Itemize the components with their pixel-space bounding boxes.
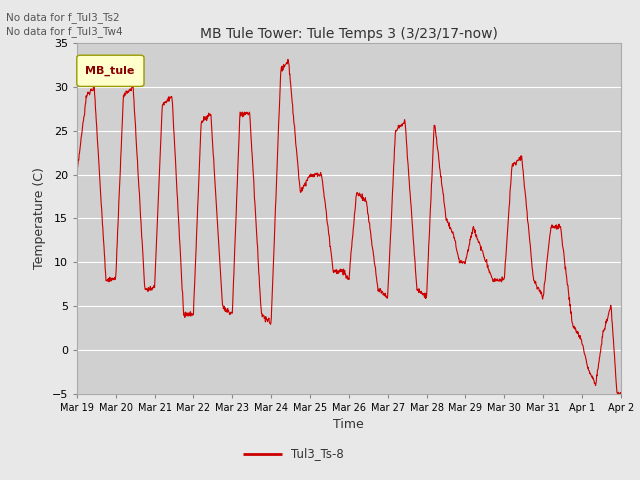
Text: MB_tule: MB_tule	[85, 66, 134, 76]
Y-axis label: Temperature (C): Temperature (C)	[33, 168, 46, 269]
X-axis label: Time: Time	[333, 418, 364, 431]
Title: MB Tule Tower: Tule Temps 3 (3/23/17-now): MB Tule Tower: Tule Temps 3 (3/23/17-now…	[200, 27, 498, 41]
Text: No data for f_Tul3_Tw4: No data for f_Tul3_Tw4	[6, 26, 123, 37]
Text: Tul3_Ts-8: Tul3_Ts-8	[291, 447, 344, 460]
Text: No data for f_Tul3_Ts2: No data for f_Tul3_Ts2	[6, 12, 120, 23]
